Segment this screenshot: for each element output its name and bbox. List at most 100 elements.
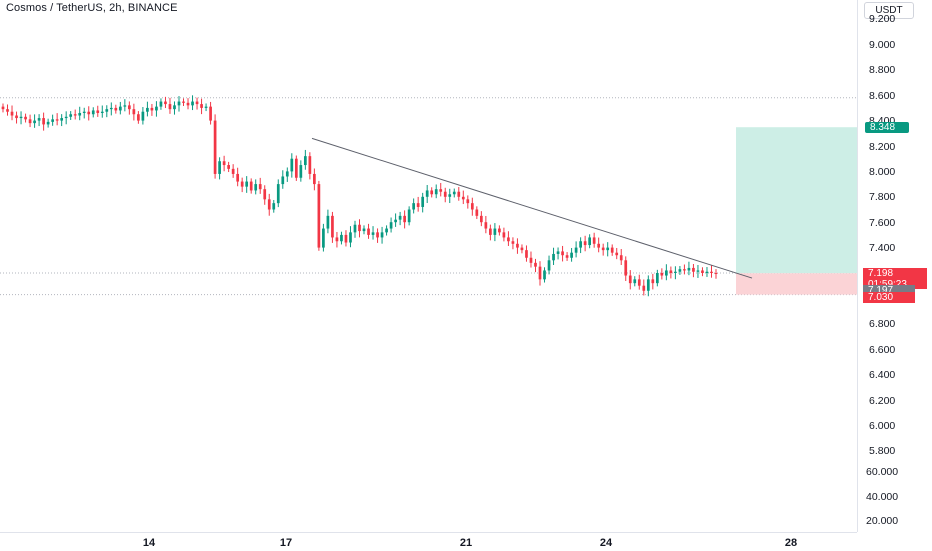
symbol-title[interactable]: Cosmos / TetherUS, 2h, BINANCE (6, 2, 178, 14)
candle-body (10, 111, 14, 116)
candle-body (114, 107, 118, 111)
candle-body (403, 215, 406, 223)
candle-body (525, 250, 528, 258)
candle-body (186, 102, 190, 106)
candle-body (624, 260, 628, 276)
previous-close-label: 7.197 (863, 285, 915, 296)
candle-body (51, 119, 54, 122)
current-price-value: 7.198 (868, 268, 894, 279)
candle-body (1, 106, 5, 110)
candle-body (15, 115, 18, 119)
currency-button[interactable]: USDT (864, 2, 914, 19)
candle-body (619, 255, 623, 261)
candle-body (701, 270, 704, 273)
candle-body (195, 101, 199, 105)
candle-body (24, 116, 27, 120)
candle-body (610, 247, 614, 253)
candle-body (155, 106, 158, 111)
candle-body (552, 253, 555, 261)
candle-body (258, 184, 262, 190)
candle-body (425, 190, 429, 197)
candle-body (489, 228, 492, 235)
candle-body (200, 104, 203, 108)
candle-body (249, 181, 253, 191)
price-tick: 8.800 (869, 64, 896, 76)
candle-body (407, 209, 411, 223)
candle-body (294, 158, 298, 178)
candle-body (574, 247, 578, 253)
price-tick: 6.600 (869, 344, 896, 356)
candle-body (340, 234, 343, 242)
candle-body (313, 173, 316, 185)
candle-body (714, 273, 718, 274)
candle-body (597, 243, 601, 248)
candle-body (678, 269, 682, 272)
candle-body (371, 232, 375, 235)
candle-body (141, 111, 145, 121)
candle-body (60, 118, 64, 121)
candle-body (91, 110, 95, 115)
time-axis[interactable] (0, 532, 857, 551)
candle-body (335, 237, 339, 242)
candle-body (665, 270, 668, 276)
price-tick: 7.600 (869, 217, 896, 229)
candle-body (263, 189, 267, 200)
candle-body (285, 171, 289, 177)
candle-body (642, 285, 646, 291)
candle-body (655, 273, 659, 284)
candle-body (556, 251, 560, 254)
price-tick: 6.400 (869, 369, 896, 381)
candle-body (105, 109, 109, 112)
volume-tick: 20.000 (866, 515, 899, 527)
candle-body (710, 271, 713, 273)
candle-body (660, 273, 664, 276)
price-tick: 5.800 (869, 445, 896, 457)
candle-body (326, 215, 330, 229)
current-price-label: 7.198 01:59:23 (863, 268, 927, 290)
candle-body (502, 232, 506, 238)
candle-body (272, 203, 276, 210)
candle-body (421, 196, 425, 207)
candle-body (443, 191, 447, 197)
candle-body (222, 161, 226, 166)
candle-body (299, 165, 303, 178)
loss-zone (736, 273, 857, 295)
candle-body (493, 228, 497, 235)
price-tick: 6.200 (869, 395, 896, 407)
take-profit-label: 8.348 (865, 122, 909, 133)
candle-body (570, 252, 573, 258)
candle-body (466, 199, 470, 204)
candle-body (475, 209, 479, 216)
candle-body (547, 260, 551, 271)
candle-body (389, 222, 393, 229)
candle-body (430, 190, 434, 195)
candle-body (579, 241, 582, 248)
candle-body (692, 267, 695, 272)
candle-body (362, 228, 366, 232)
candle-body (448, 194, 452, 197)
candle-body (633, 279, 637, 284)
price-axis[interactable] (857, 0, 932, 532)
price-chart[interactable] (0, 0, 857, 532)
date-label: 28 (784, 537, 798, 549)
candle-body (118, 106, 122, 111)
candle-body (236, 173, 240, 182)
candle-body (123, 105, 127, 107)
candle-body (592, 237, 596, 244)
candle-body (132, 109, 136, 115)
candle-body (358, 224, 361, 232)
candle-body (615, 252, 619, 256)
candle-body (78, 112, 82, 116)
candle-body (150, 107, 154, 111)
candle-body (64, 116, 68, 119)
candle-body (367, 228, 370, 235)
candle-body (543, 270, 546, 280)
chart-area[interactable] (0, 0, 857, 532)
candle-body (588, 237, 591, 246)
candle-body (254, 184, 258, 191)
price-tick: 6.800 (869, 318, 896, 330)
candle-body (674, 271, 677, 273)
volume-tick: 40.000 (866, 491, 899, 503)
trendline (311, 137, 753, 279)
candle-body (177, 101, 181, 106)
